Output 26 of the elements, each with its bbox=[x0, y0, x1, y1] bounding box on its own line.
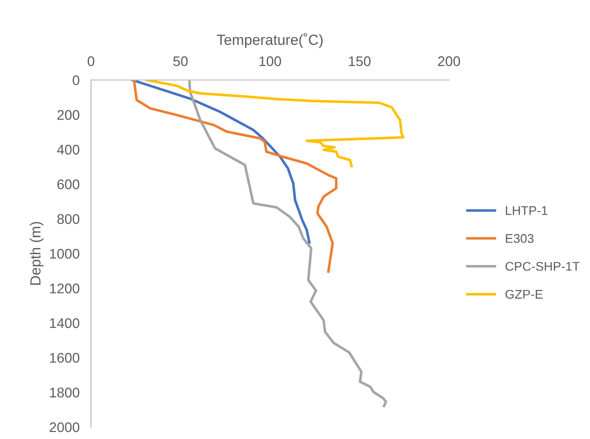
y-tick-label: 1600 bbox=[50, 352, 80, 363]
x-axis-title: Temperature(˚C) bbox=[216, 33, 323, 48]
y-tick-label: 1200 bbox=[50, 284, 80, 294]
y-tick-label: 1800 bbox=[50, 388, 80, 398]
legend-label: GZP-E bbox=[506, 290, 543, 299]
x-tick-label: 150 bbox=[348, 56, 371, 66]
y-tick-label: 1400 bbox=[50, 318, 80, 328]
legend-label: CPC-SHP-1T bbox=[506, 262, 580, 271]
line-series bbox=[130, 80, 311, 244]
line-series bbox=[132, 80, 338, 273]
y-tick-label: 800 bbox=[57, 214, 80, 224]
legend-label: E303 bbox=[506, 234, 534, 243]
x-tick-label: 100 bbox=[259, 56, 282, 66]
legend-label: LHTP-1 bbox=[506, 206, 548, 215]
y-tick-label: 200 bbox=[57, 110, 80, 120]
y-tick-label: 0 bbox=[72, 75, 80, 86]
y-tick-label: 400 bbox=[57, 144, 80, 155]
line-series bbox=[145, 80, 405, 168]
x-tick-label: 200 bbox=[438, 56, 460, 66]
x-tick-label: 0 bbox=[88, 56, 94, 66]
y-axis-title: Depth (m) bbox=[30, 222, 44, 285]
y-tick-label: 600 bbox=[57, 179, 80, 190]
y-tick-label: 1000 bbox=[50, 248, 80, 259]
y-tick-label: 2000 bbox=[50, 422, 80, 432]
line-series bbox=[188, 80, 388, 408]
x-tick-label: 50 bbox=[173, 56, 188, 66]
